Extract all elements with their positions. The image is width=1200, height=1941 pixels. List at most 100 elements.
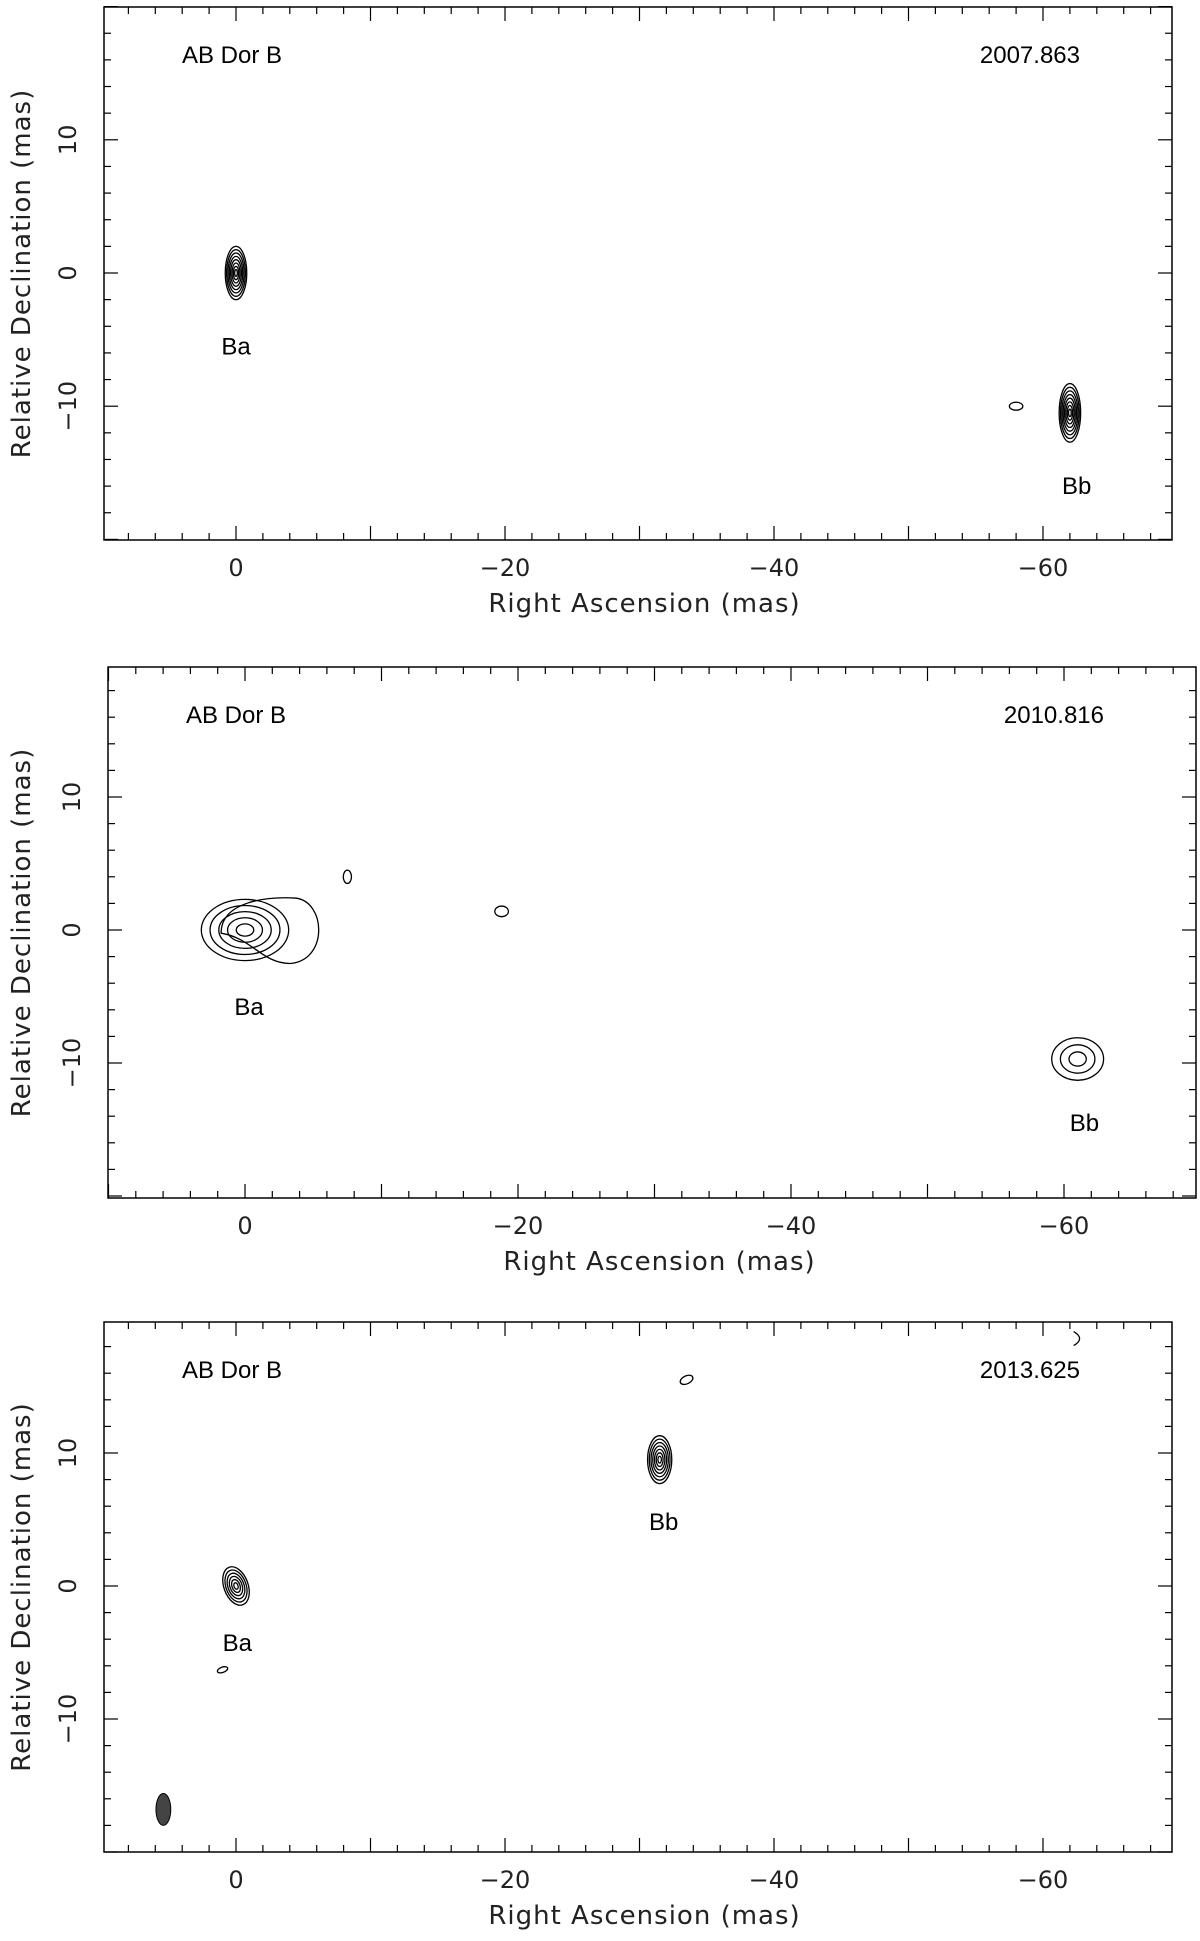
beam-ellipse [155, 1792, 172, 1826]
contour-level [1067, 408, 1072, 418]
source-label-bb: Bb [1062, 473, 1091, 500]
contour-level [655, 1452, 664, 1468]
contour-level [200, 898, 290, 962]
y-tick-label: −10 [54, 381, 82, 432]
contour-level [1059, 386, 1080, 440]
source-label-bb: Bb [1070, 1110, 1099, 1137]
contour-set [1051, 1037, 1105, 1081]
y-tick-label: 0 [54, 265, 82, 280]
contour-level [1063, 397, 1076, 429]
contour-level [1068, 1051, 1087, 1067]
source-label-ba: Ba [234, 994, 264, 1021]
y-tick-label: 10 [58, 782, 86, 813]
contour-set [216, 1666, 229, 1674]
y-tick-label: −10 [58, 1038, 86, 1089]
panel-3: 0 −20 −40 −60 −10 0 10 Right Ascension (mas) Rel… [7, 1321, 1173, 1931]
tick-marks [107, 667, 1196, 1198]
y-tick-label: 10 [54, 125, 82, 156]
contour-set [224, 245, 248, 301]
contour-level [1062, 393, 1078, 432]
x-tick-label: −20 [480, 554, 531, 582]
contour-level [648, 1438, 671, 1481]
contour-level [224, 1569, 248, 1603]
source-label-bb: Bb [649, 1509, 678, 1536]
contour-level [652, 1445, 668, 1474]
contour-level [646, 1435, 673, 1485]
contour-set [679, 1374, 694, 1386]
contours [224, 245, 1082, 443]
y-tick-label: 0 [54, 1578, 82, 1593]
contour-level [209, 904, 281, 956]
contour-arc [1073, 1331, 1081, 1347]
panel-2: 0 −20 −40 −60 −10 0 10 Right Ascension (mas) Rel… [7, 666, 1197, 1277]
contour-level [1061, 390, 1079, 436]
y-tick-label: 10 [54, 1438, 82, 1469]
tick-marks [104, 5, 1172, 541]
contour-level [1058, 382, 1082, 443]
contour-level [216, 1666, 229, 1674]
contour-level [231, 262, 241, 284]
contour-set [1058, 382, 1082, 443]
plot-frame [107, 666, 1197, 1199]
contours [216, 1331, 1081, 1674]
contour-level [232, 265, 240, 281]
panel-title: AB Dor B [186, 702, 286, 729]
contour-level [653, 1448, 666, 1471]
contour-level [494, 905, 510, 918]
contour-level [224, 245, 248, 301]
contour-level [228, 255, 244, 291]
contour-level [342, 869, 353, 885]
x-tick-label: −20 [480, 1866, 531, 1894]
contour-set [222, 1566, 250, 1606]
contour-level [1051, 1037, 1105, 1081]
contour-level [679, 1374, 694, 1386]
panel-1: 0 −20 −40 −60 −10 0 10 Right Ascension (mas) Rel… [7, 5, 1173, 619]
x-tick-label: −20 [493, 1212, 544, 1240]
contour-level [234, 269, 238, 277]
x-axis-label: Right Ascension (mas) [503, 1247, 815, 1277]
contour-level [226, 1572, 246, 1600]
x-tick-label: 0 [237, 1212, 252, 1240]
panel-title: AB Dor B [182, 1357, 282, 1384]
contour-level [229, 259, 243, 287]
panel-title: AB Dor B [182, 42, 282, 69]
x-tick-label: −60 [1018, 1866, 1069, 1894]
plot-frame [103, 6, 1173, 541]
contour-set [646, 1435, 673, 1485]
contour-level [228, 1575, 244, 1597]
source-label-ba: Ba [221, 333, 251, 360]
x-tick-label: −40 [749, 1866, 800, 1894]
contour-level [1059, 1044, 1096, 1074]
contour-level [227, 252, 245, 294]
contour-level [230, 1578, 242, 1594]
y-tick-label: −10 [54, 1694, 82, 1745]
contours [200, 869, 1105, 1081]
contour-level [235, 923, 255, 937]
epoch-label: 2013.625 [980, 1357, 1080, 1384]
x-axis-label: Right Ascension (mas) [488, 589, 800, 619]
contour-level [222, 1566, 250, 1606]
x-tick-label: 0 [228, 1866, 243, 1894]
contour-level [1008, 401, 1024, 411]
contour-level [225, 249, 247, 297]
contour-set [342, 869, 353, 885]
plot-frame [103, 1321, 1173, 1853]
contour-set [1008, 401, 1024, 411]
x-tick-label: −60 [1018, 554, 1069, 582]
contour-level [226, 917, 264, 943]
contour-level [1065, 401, 1075, 425]
contour-level [650, 1441, 669, 1478]
tick-marks [104, 1322, 1172, 1853]
y-axis-label: Relative Declination (mas) [7, 748, 37, 1117]
x-tick-label: −40 [749, 554, 800, 582]
y-tick-label: 0 [58, 922, 86, 937]
contour-set [200, 898, 290, 962]
x-axis-label: Right Ascension (mas) [488, 1901, 800, 1931]
contour-level [218, 910, 272, 950]
epoch-label: 2007.863 [980, 42, 1080, 69]
contour-level [657, 1455, 663, 1464]
x-tick-label: −40 [766, 1212, 817, 1240]
source-label-ba: Ba [223, 1630, 253, 1657]
contour-level [233, 1582, 239, 1590]
